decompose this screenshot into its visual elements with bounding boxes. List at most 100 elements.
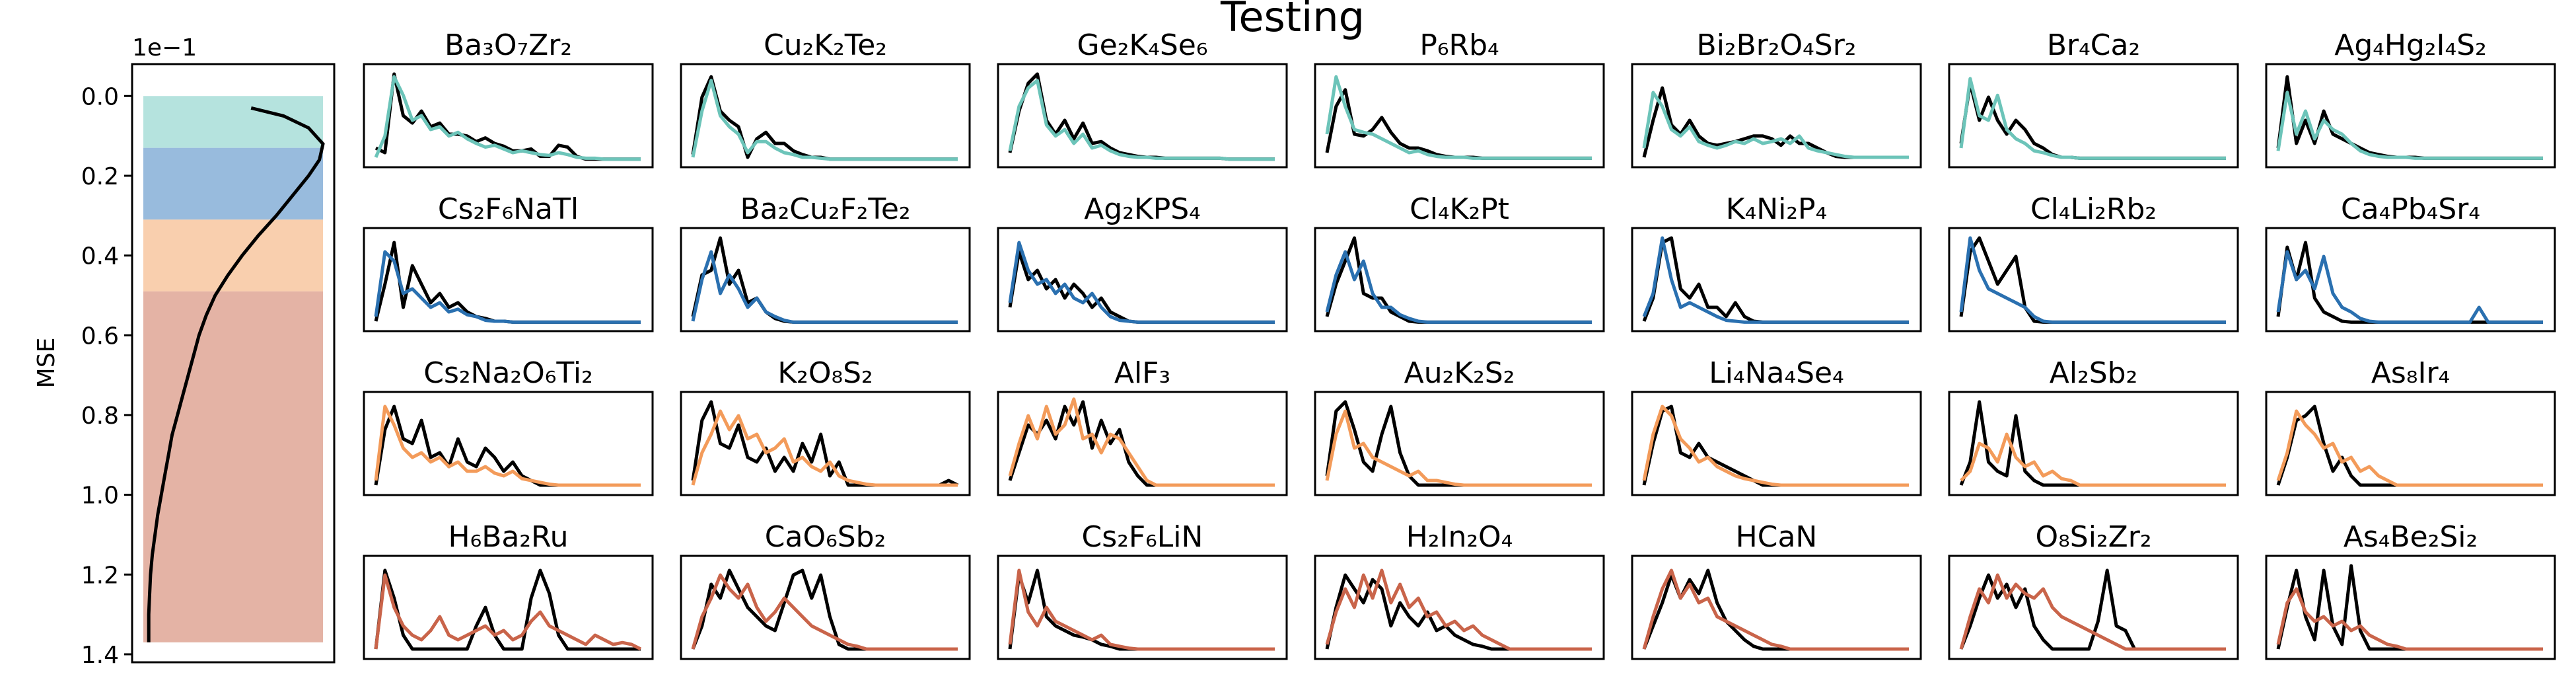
spectrum-panel: K₂O₈S₂ <box>680 356 971 496</box>
panel-frame <box>1314 227 1605 332</box>
spectrum-panel: AlF₃ <box>997 356 1288 496</box>
actual-spectrum-line <box>1959 400 2226 487</box>
panel-title: Li₄Na₄Se₄ <box>1709 356 1844 390</box>
actual-spectrum-line <box>1642 236 1909 324</box>
spectrum-panel: Cs₂Na₂O₆Ti₂ <box>363 356 654 496</box>
panel-frame <box>1948 555 2239 660</box>
actual-spectrum-line <box>2276 405 2543 487</box>
spectrum-panel: Br₄Ca₂ <box>1948 28 2239 169</box>
mse-band <box>143 219 323 291</box>
actual-spectrum-line <box>374 568 641 651</box>
predicted-spectrum-line <box>374 75 641 161</box>
spectrum-panel: Ge₂K₄Se₆ <box>997 28 1288 169</box>
actual-spectrum-line <box>1642 568 1909 651</box>
actual-spectrum-line <box>1008 72 1275 161</box>
predicted-spectrum-line <box>374 250 641 324</box>
spectrum-panel: Cl₄Li₂Rb₂ <box>1948 192 2239 332</box>
actual-spectrum-line <box>691 568 958 651</box>
panel-title: Al₂Sb₂ <box>2050 356 2137 390</box>
panel-frame <box>1631 227 1922 332</box>
panel-frame <box>1948 63 2239 169</box>
panel-title: Au₂K₂S₂ <box>1404 356 1515 390</box>
panel-title: Cl₄K₂Pt <box>1410 192 1509 226</box>
actual-spectrum-line <box>374 241 641 324</box>
panel-frame <box>680 555 971 660</box>
panel-frame <box>1948 391 2239 496</box>
mse-tick-label: 0.0 <box>81 83 119 110</box>
panel-frame <box>1314 391 1605 496</box>
predicted-spectrum-line <box>2276 91 2543 160</box>
spectrum-panel: Ca₄Pb₄Sr₄ <box>2265 192 2556 332</box>
panel-title: Ca₄Pb₄Sr₄ <box>2341 192 2480 226</box>
panel-frame <box>363 555 654 660</box>
mse-tick-label: 0.8 <box>81 403 119 430</box>
panel-title: Cs₂F₆LiN <box>1082 520 1203 554</box>
spectrum-panel: As₄Be₂Si₂ <box>2265 520 2556 660</box>
actual-spectrum-line <box>1642 86 1909 159</box>
predicted-spectrum-line <box>1642 236 1909 324</box>
spectrum-panel: Ba₃O₇Zr₂ <box>363 28 654 169</box>
actual-spectrum-line <box>691 75 958 161</box>
panel-frame <box>1631 555 1922 660</box>
panel-frame <box>2265 391 2556 496</box>
panel-frame <box>1631 391 1922 496</box>
mse-axis: 0.0 0.2 0.4 0.6 0.8 1.0 1.2 1.4 <box>81 83 132 669</box>
panel-frame <box>2265 63 2556 169</box>
actual-spectrum-line <box>375 72 641 161</box>
predicted-spectrum-line <box>691 573 958 651</box>
spectrum-panel: Cu₂K₂Te₂ <box>680 28 971 169</box>
predicted-spectrum-line <box>1008 241 1275 324</box>
actual-spectrum-line <box>1959 81 2226 160</box>
spectrum-panel: O₈Si₂Zr₂ <box>1948 520 2239 660</box>
figure-title: Testing <box>1220 0 1365 41</box>
predicted-spectrum-line <box>1325 75 1592 160</box>
panel-frame <box>1314 63 1605 169</box>
panel-title: Cs₂F₆NaTl <box>438 192 579 226</box>
spectrum-panel: Ag₄Hg₂I₄S₂ <box>2265 28 2556 169</box>
panel-frame <box>997 555 1288 660</box>
spectrum-panel: Ba₂Cu₂F₂Te₂ <box>680 192 971 332</box>
mse-band <box>143 147 323 220</box>
actual-spectrum-line <box>1325 88 1592 160</box>
spectrum-panel: P₆Rb₄ <box>1314 28 1605 169</box>
panel-frame <box>1631 63 1922 169</box>
panel-title: P₆Rb₄ <box>1419 28 1499 62</box>
spectrum-panel: HCaN <box>1631 520 1922 660</box>
panel-title: Cl₄Li₂Rb₂ <box>2030 192 2157 226</box>
actual-spectrum-line <box>691 400 959 487</box>
mse-distribution-panel: 0.0 0.2 0.4 0.6 0.8 1.0 1.2 1.4 MSE 1e−1 <box>33 34 336 669</box>
panel-frame <box>363 63 654 169</box>
predicted-spectrum-line <box>1325 409 1592 487</box>
panel-title: Ba₂Cu₂F₂Te₂ <box>740 192 910 226</box>
mse-scale-note: 1e−1 <box>132 34 197 61</box>
predicted-spectrum-line <box>1642 405 1909 487</box>
panel-title: Ag₄Hg₂I₄S₂ <box>2334 28 2487 62</box>
panel-frame <box>2265 227 2556 332</box>
spectrum-panel: As₈Ir₄ <box>2265 356 2556 496</box>
actual-spectrum-line <box>1325 400 1592 487</box>
predicted-spectrum-line <box>1325 568 1592 651</box>
actual-spectrum-line <box>2276 564 2543 651</box>
mse-tick-label: 1.4 <box>81 642 119 669</box>
panel-frame <box>997 63 1288 169</box>
spectrum-panel: Li₄Na₄Se₄ <box>1631 356 1922 496</box>
panel-frame <box>1314 555 1605 660</box>
panel-title: O₈Si₂Zr₂ <box>2036 520 2152 554</box>
panel-frame <box>363 391 654 496</box>
panel-title: As₈Ir₄ <box>2371 356 2450 390</box>
mse-tick-label: 1.2 <box>81 562 119 589</box>
spectrum-panel: Cs₂F₆LiN <box>997 520 1288 660</box>
sidebar-frame <box>131 63 336 664</box>
mse-band <box>143 291 323 642</box>
panel-frame <box>680 227 971 332</box>
spectrum-panel: Bi₂Br₂O₄Sr₂ <box>1631 28 1922 169</box>
panel-title: Cu₂K₂Te₂ <box>764 28 887 62</box>
spectrum-panel: Au₂K₂S₂ <box>1314 356 1605 496</box>
predicted-spectrum-line <box>1959 573 2226 651</box>
actual-spectrum-line <box>2276 75 2543 160</box>
spectrum-panel: Al₂Sb₂ <box>1948 356 2239 496</box>
predicted-spectrum-line <box>1008 568 1275 651</box>
predicted-spectrum-line <box>1642 91 1909 159</box>
panel-frame <box>680 391 971 496</box>
panel-title: Ge₂K₄Se₆ <box>1077 28 1208 62</box>
